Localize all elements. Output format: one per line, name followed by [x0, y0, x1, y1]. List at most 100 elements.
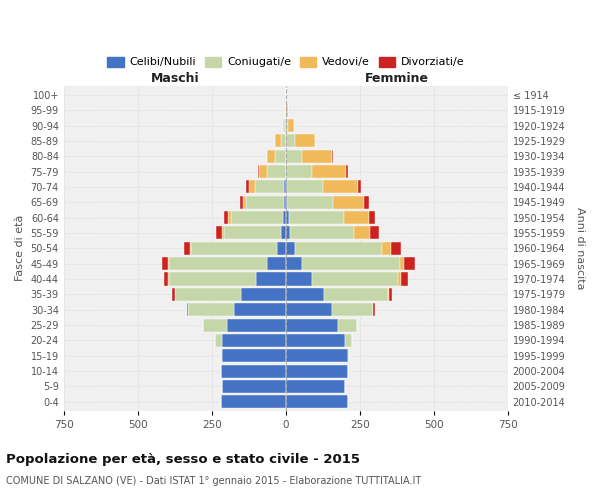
Bar [289, 211, 344, 224]
Bar [257, 165, 259, 178]
Bar [400, 257, 404, 270]
Bar [313, 165, 346, 178]
Bar [222, 380, 286, 393]
Bar [344, 211, 368, 224]
Bar [190, 242, 191, 255]
Bar [286, 242, 295, 255]
Bar [228, 211, 231, 224]
Bar [286, 134, 295, 147]
Bar [222, 334, 286, 347]
Bar [188, 303, 234, 316]
Bar [184, 242, 190, 255]
Bar [221, 395, 286, 408]
Bar [266, 165, 286, 178]
Bar [313, 272, 398, 285]
Bar [216, 226, 222, 239]
Bar [162, 257, 168, 270]
Bar [389, 288, 392, 301]
Bar [266, 257, 286, 270]
Bar [222, 226, 224, 239]
Bar [231, 211, 283, 224]
Bar [284, 180, 286, 194]
Bar [172, 288, 175, 301]
Bar [203, 318, 227, 332]
Bar [246, 196, 284, 209]
Bar [288, 119, 294, 132]
Bar [286, 119, 288, 132]
Bar [221, 364, 286, 378]
Bar [259, 165, 266, 178]
Bar [286, 257, 302, 270]
Y-axis label: Anni di nascita: Anni di nascita [575, 207, 585, 290]
Bar [284, 196, 286, 209]
Bar [286, 211, 289, 224]
Bar [286, 318, 338, 332]
Bar [164, 272, 168, 285]
Bar [286, 104, 288, 117]
Bar [401, 272, 408, 285]
Bar [373, 303, 374, 316]
Bar [295, 242, 382, 255]
Bar [286, 226, 290, 239]
Bar [286, 165, 313, 178]
Bar [368, 211, 374, 224]
Bar [302, 150, 332, 163]
Bar [290, 226, 354, 239]
Bar [227, 318, 286, 332]
Bar [286, 196, 287, 209]
Bar [332, 303, 373, 316]
Bar [286, 303, 332, 316]
Bar [281, 134, 286, 147]
Bar [391, 242, 401, 255]
Bar [398, 272, 401, 285]
Legend: Celibi/Nubili, Coniugati/e, Vedovi/e, Divorziati/e: Celibi/Nubili, Coniugati/e, Vedovi/e, Di… [103, 52, 469, 72]
Y-axis label: Fasce di età: Fasce di età [15, 215, 25, 282]
Bar [286, 180, 287, 194]
Bar [404, 257, 415, 270]
Bar [240, 196, 243, 209]
Bar [222, 349, 286, 362]
Bar [175, 288, 241, 301]
Bar [346, 165, 348, 178]
Bar [191, 242, 277, 255]
Bar [345, 334, 352, 347]
Text: Maschi: Maschi [151, 72, 199, 85]
Bar [286, 364, 348, 378]
Bar [241, 288, 286, 301]
Bar [249, 180, 255, 194]
Bar [243, 196, 246, 209]
Bar [246, 180, 249, 194]
Bar [286, 380, 345, 393]
Bar [286, 349, 348, 362]
Bar [283, 211, 286, 224]
Bar [338, 318, 357, 332]
Bar [323, 180, 358, 194]
Bar [333, 196, 364, 209]
Bar [324, 288, 388, 301]
Bar [275, 134, 281, 147]
Bar [284, 119, 286, 132]
Bar [169, 272, 256, 285]
Bar [287, 196, 333, 209]
Bar [215, 334, 222, 347]
Bar [302, 257, 400, 270]
Bar [286, 395, 348, 408]
Bar [224, 211, 228, 224]
Bar [286, 288, 324, 301]
Bar [286, 272, 313, 285]
Bar [256, 272, 286, 285]
Bar [234, 303, 286, 316]
Bar [287, 180, 323, 194]
Bar [358, 180, 361, 194]
Bar [187, 303, 188, 316]
Bar [286, 150, 302, 163]
Bar [266, 150, 275, 163]
Bar [382, 242, 391, 255]
Bar [255, 180, 284, 194]
Text: Femmine: Femmine [365, 72, 429, 85]
Bar [281, 226, 286, 239]
Bar [168, 257, 169, 270]
Bar [370, 226, 379, 239]
Bar [169, 257, 266, 270]
Bar [348, 349, 349, 362]
